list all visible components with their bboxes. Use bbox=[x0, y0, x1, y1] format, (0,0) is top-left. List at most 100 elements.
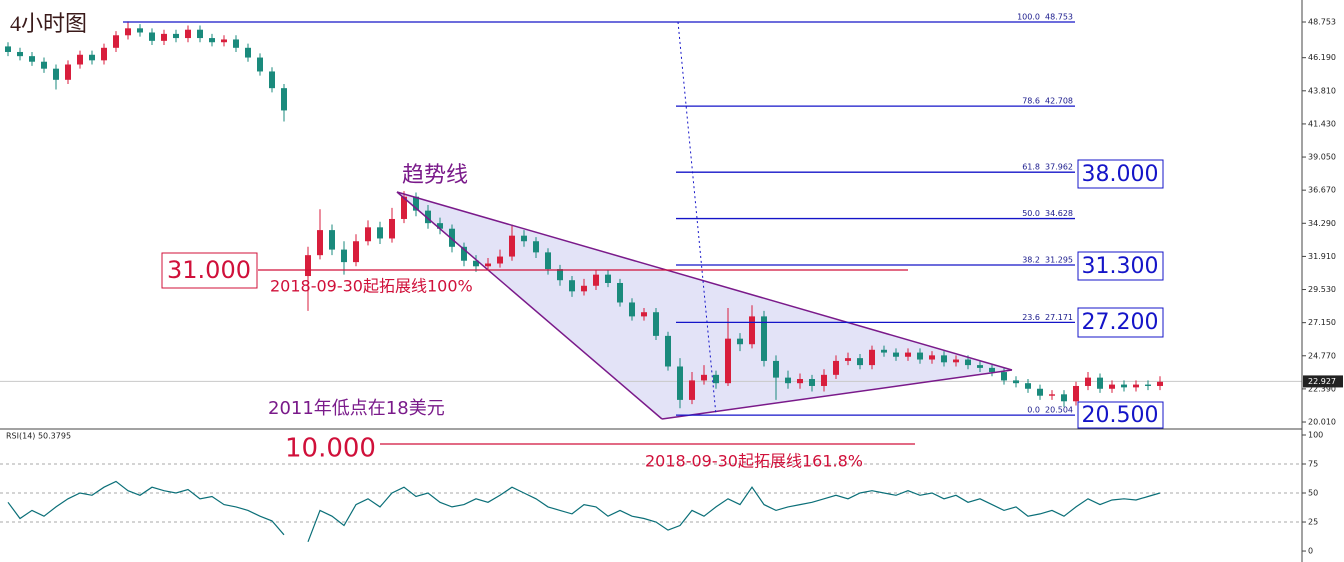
fib-price-label: 48.753 bbox=[1045, 13, 1073, 22]
candle-body bbox=[137, 28, 143, 33]
annotation: 20.500 bbox=[1082, 403, 1159, 428]
candle-body bbox=[509, 235, 515, 257]
y-tick-label: 41.430 bbox=[1308, 119, 1336, 128]
candle-body bbox=[5, 46, 11, 52]
candle-body bbox=[1097, 377, 1103, 389]
y-tick-label: 22.390 bbox=[1308, 384, 1336, 393]
y-tick-label: 48.753 bbox=[1308, 18, 1336, 27]
candle-body bbox=[893, 352, 899, 357]
candle-body bbox=[797, 379, 803, 384]
candle-body bbox=[821, 374, 827, 386]
annotation: 31.000 bbox=[167, 256, 251, 284]
candle-body bbox=[365, 227, 371, 242]
candle-body bbox=[77, 54, 83, 65]
candle-body bbox=[329, 230, 335, 250]
indicator-title: RSI(14) 50.3795 bbox=[6, 432, 71, 441]
annotation: 2011年低点在18美元 bbox=[268, 398, 445, 419]
candle-body bbox=[869, 349, 875, 366]
fib-ratio-label: 38.2 bbox=[1022, 255, 1040, 264]
candle-body bbox=[605, 274, 611, 283]
annotation-box bbox=[1077, 401, 1164, 429]
y-tick-label: 31.910 bbox=[1308, 252, 1336, 261]
fib-price-label: 31.295 bbox=[1045, 255, 1073, 264]
y-tick-label: 20.010 bbox=[1308, 418, 1336, 427]
fib-price-label: 37.962 bbox=[1045, 163, 1073, 172]
y-tick-label: 39.050 bbox=[1308, 153, 1336, 162]
fib-ratio-label: 78.6 bbox=[1022, 97, 1040, 106]
candle-body bbox=[41, 61, 47, 69]
candle-body bbox=[281, 88, 287, 111]
candle-body bbox=[377, 227, 383, 239]
fib-price-label: 34.628 bbox=[1045, 209, 1073, 218]
candle-body bbox=[1109, 384, 1115, 389]
candle-body bbox=[53, 68, 59, 80]
candle-body bbox=[401, 196, 407, 219]
candle-body bbox=[389, 218, 395, 239]
candle-body bbox=[989, 367, 995, 373]
candle-body bbox=[461, 246, 467, 261]
candle-body bbox=[29, 56, 35, 62]
fib-ratio-label: 23.6 bbox=[1022, 313, 1040, 322]
candle-body bbox=[713, 374, 719, 384]
annotation-box bbox=[1077, 159, 1164, 189]
candle-body bbox=[149, 32, 155, 41]
last-price-label: 22.927 bbox=[1308, 377, 1336, 386]
candle-body bbox=[857, 358, 863, 366]
annotation: 38.000 bbox=[1082, 162, 1159, 187]
y-tick-label: 50 bbox=[1308, 489, 1318, 498]
candle-body bbox=[1085, 377, 1091, 386]
candle-body bbox=[641, 312, 647, 317]
candle-body bbox=[317, 230, 323, 256]
y-tick-label: 29.530 bbox=[1308, 285, 1336, 294]
fib-price-label: 42.708 bbox=[1045, 97, 1073, 106]
fib-dotted-line bbox=[677, 21, 717, 416]
candle-body bbox=[701, 374, 707, 381]
annotation: 2018-09-30起拓展线100% bbox=[270, 277, 473, 296]
candle-body bbox=[1133, 384, 1139, 388]
candle-body bbox=[977, 365, 983, 368]
fib-ratio-label: 0.0 bbox=[1027, 406, 1040, 415]
y-tick-label: 43.810 bbox=[1308, 86, 1336, 95]
candle-body bbox=[533, 241, 539, 253]
candle-body bbox=[65, 64, 71, 80]
candle-body bbox=[749, 316, 755, 345]
candle-body bbox=[497, 256, 503, 264]
candle-body bbox=[245, 47, 251, 58]
y-tick-label: 75 bbox=[1308, 460, 1318, 469]
annotation: 27.200 bbox=[1082, 310, 1159, 335]
fib-price-label: 20.504 bbox=[1045, 406, 1073, 415]
candle-body bbox=[833, 360, 839, 375]
candle-body bbox=[1025, 383, 1031, 389]
y-tick-label: 46.190 bbox=[1308, 53, 1336, 62]
candle-body bbox=[1121, 384, 1127, 388]
candle-body bbox=[965, 359, 971, 366]
candle-body bbox=[185, 29, 191, 39]
annotation: 10.000 bbox=[285, 434, 376, 464]
candle-body bbox=[917, 352, 923, 360]
candle-body bbox=[1049, 394, 1055, 396]
candle-body bbox=[173, 33, 179, 39]
candle-body bbox=[1073, 385, 1079, 402]
candle-body bbox=[809, 379, 815, 386]
candle-body bbox=[197, 29, 203, 39]
candle-body bbox=[881, 349, 887, 353]
y-tick-label: 24.770 bbox=[1308, 351, 1336, 360]
candle-body bbox=[593, 274, 599, 286]
candle-body bbox=[569, 280, 575, 292]
annotation-box bbox=[1077, 251, 1164, 281]
candle-body bbox=[485, 263, 491, 267]
candle-body bbox=[101, 47, 107, 61]
candle-body bbox=[473, 260, 479, 267]
fib-price-label: 27.171 bbox=[1045, 313, 1073, 322]
candle-body bbox=[929, 355, 935, 360]
candle-body bbox=[89, 54, 95, 61]
candle-body bbox=[305, 255, 311, 277]
candle-body bbox=[449, 228, 455, 247]
candle-body bbox=[1037, 388, 1043, 396]
candle-body bbox=[785, 377, 791, 384]
candle-body bbox=[125, 28, 131, 36]
candle-body bbox=[941, 355, 947, 363]
candle-body bbox=[1013, 380, 1019, 384]
